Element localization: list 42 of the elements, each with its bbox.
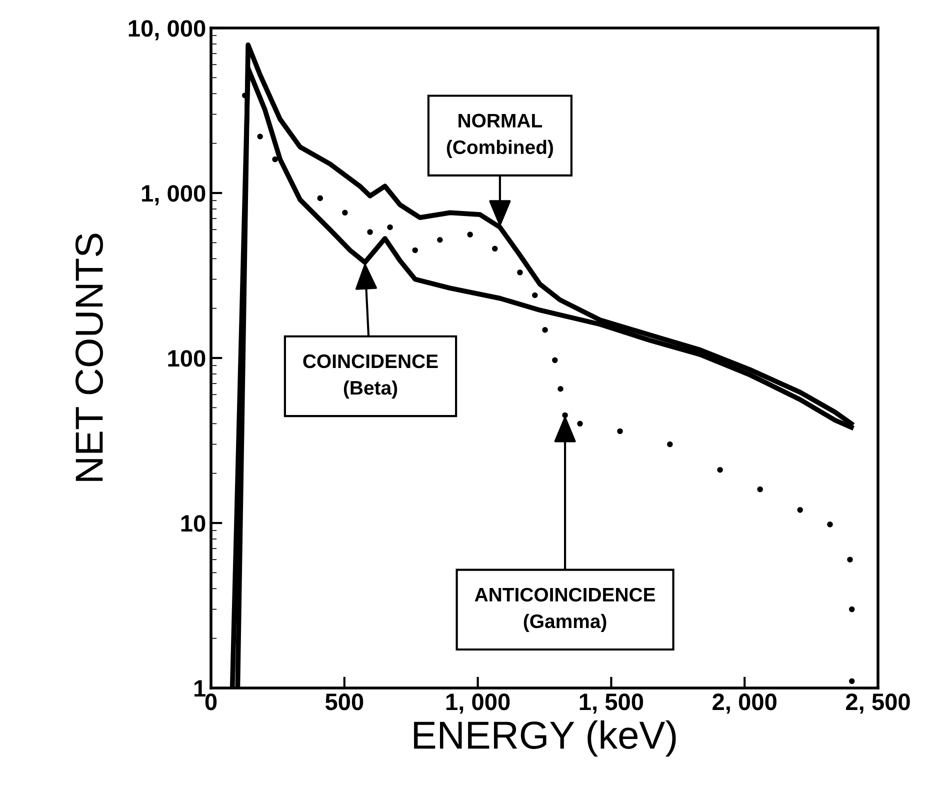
point <box>558 386 564 392</box>
point <box>577 420 583 427</box>
annotation: ANTICOINCIDENCE (Gamma) <box>474 588 656 632</box>
point <box>467 232 473 238</box>
x-tick-label: 1, 000 <box>446 693 510 714</box>
point <box>667 441 673 448</box>
point <box>717 466 723 473</box>
point <box>617 428 623 434</box>
point <box>562 412 568 418</box>
y-axis-title: NET COUNTS <box>75 234 104 481</box>
point <box>342 210 348 216</box>
y-tick-label: 10 <box>181 515 206 532</box>
point <box>412 247 418 254</box>
point <box>317 195 324 202</box>
point <box>437 236 443 243</box>
point <box>847 556 853 562</box>
point <box>272 156 278 162</box>
point <box>797 507 803 513</box>
point <box>492 246 498 252</box>
y-tick-label: 10, 000 <box>128 20 206 40</box>
x-tick-label: 2, 500 <box>846 693 910 714</box>
x-axis-title: ENERGY (keV) <box>414 720 676 757</box>
x-tick-label: 500 <box>325 693 364 710</box>
point <box>757 486 763 492</box>
point <box>517 270 523 276</box>
point <box>848 606 855 612</box>
point <box>367 229 373 235</box>
y-tick-label: 1 <box>194 680 206 697</box>
annotation: NORMAL (Combined) <box>446 114 553 158</box>
x-tick-label: 2, 000 <box>712 693 776 714</box>
point <box>552 357 558 364</box>
y-tick-label: 100 <box>168 350 206 367</box>
annotation: COINCIDENCE (Beta) <box>303 354 438 399</box>
point <box>257 134 263 140</box>
point <box>387 224 393 230</box>
x-tick-label: 1, 500 <box>580 693 644 714</box>
point <box>542 327 548 333</box>
point <box>848 678 855 684</box>
point <box>827 522 833 528</box>
point <box>532 292 538 298</box>
x-tick-label: 0 <box>205 693 217 710</box>
y-tick-label: 1, 000 <box>142 185 206 206</box>
